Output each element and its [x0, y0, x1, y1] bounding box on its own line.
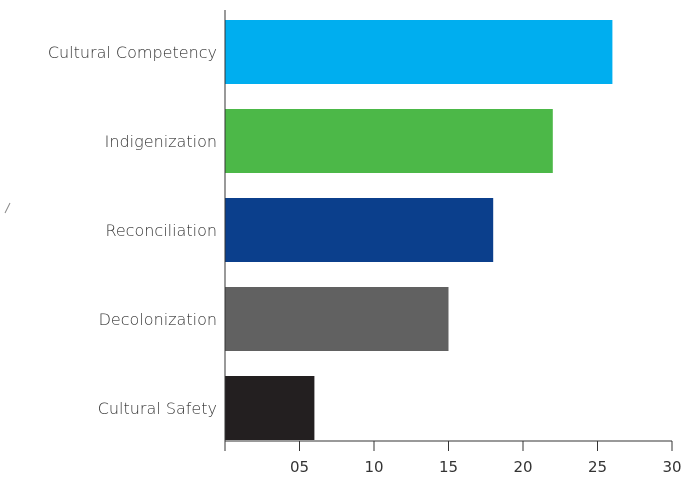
x-tick-label-30: 30 [662, 458, 681, 476]
x-tick-labels-group: 05 10 15 20 25 30 [290, 458, 682, 476]
x-tick-label-20: 20 [513, 458, 532, 476]
bar-cultural-safety [225, 376, 315, 440]
category-label-indigenization: Indigenization [105, 132, 217, 151]
x-tick-label-10: 10 [364, 458, 383, 476]
x-tick-label-25: 25 [588, 458, 607, 476]
bar-reconciliation [225, 198, 494, 262]
category-label-decolonization: Decolonization [99, 310, 217, 329]
decorative-slash [4, 202, 11, 214]
bars-group [225, 20, 613, 440]
x-tick-label-15: 15 [439, 458, 458, 476]
bar-decolonization [225, 287, 449, 351]
category-label-reconciliation: Reconciliation [105, 221, 217, 240]
x-tick-label-5: 05 [290, 458, 309, 476]
bar-cultural-competency [225, 20, 613, 84]
bar-indigenization [225, 109, 553, 173]
category-labels-group: Cultural Competency Indigenization Reconci… [48, 43, 217, 418]
category-label-cultural-competency: Cultural Competency [48, 43, 217, 62]
category-label-cultural-safety: Cultural Safety [98, 399, 217, 418]
x-ticks-group [299, 441, 673, 451]
